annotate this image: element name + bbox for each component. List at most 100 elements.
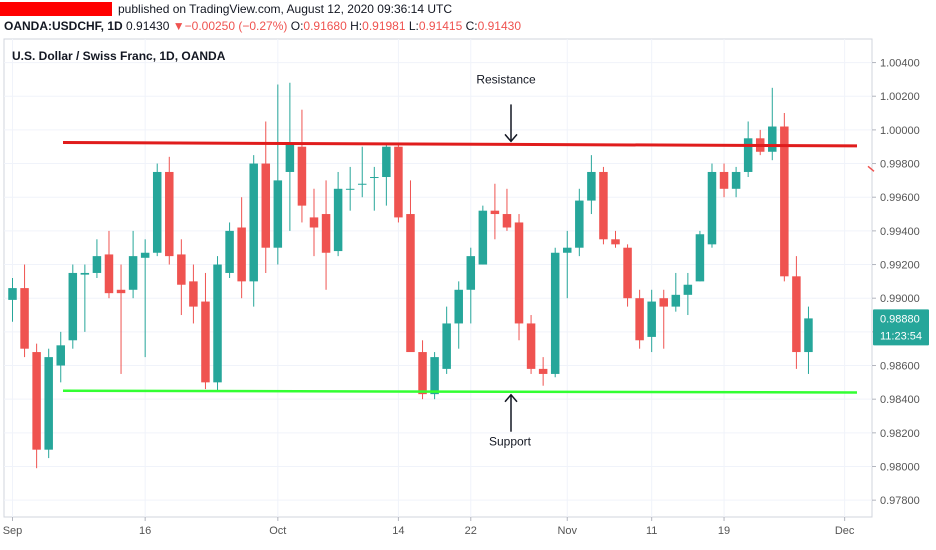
candle-body	[707, 171, 717, 245]
candle-body	[249, 163, 258, 282]
time-tick-label: Oct	[269, 525, 286, 537]
low-label: L:	[408, 19, 419, 33]
candle-body	[297, 146, 307, 206]
open-value: 0.91680	[303, 19, 347, 33]
candle-body	[345, 188, 355, 190]
candle-body	[56, 345, 65, 366]
trend-lines: Resistance Support	[62, 72, 875, 449]
candle-body	[611, 239, 620, 245]
price-tick-label: 0.99200	[880, 260, 920, 272]
candlestick-chart[interactable]: Resistance Support 1.00400 1.00200 1.00000 0…	[0, 36, 936, 550]
candle-body	[8, 288, 17, 300]
candle-body	[309, 217, 319, 228]
candle-body	[575, 200, 584, 248]
candle-body	[587, 171, 596, 201]
candle-body	[466, 256, 476, 290]
close-value: 0.91430	[477, 19, 522, 33]
candle-body	[550, 252, 560, 374]
candle-body	[152, 171, 162, 253]
candle-body	[671, 294, 681, 307]
candle-body	[659, 298, 668, 307]
resistance-label: Resistance	[476, 72, 536, 86]
candle-body	[44, 357, 53, 450]
candle-body	[695, 234, 705, 282]
last-price-text: 0.91430	[126, 19, 170, 33]
chart-header: published on TradingView.com, August 12,…	[0, 0, 936, 36]
change-text: −0.00250 (−0.27%)	[184, 19, 288, 33]
candle-body	[357, 183, 367, 185]
price-tick-label: 0.99800	[880, 159, 920, 171]
price-tick-label: 0.98000	[880, 462, 920, 474]
redacted-author-bar	[0, 2, 112, 16]
time-tick-label: 11	[646, 525, 657, 537]
candle-body	[92, 256, 102, 273]
candle-body	[68, 272, 78, 341]
candle-body	[430, 357, 439, 395]
time-tick-label: 19	[718, 525, 730, 537]
candle-body	[32, 352, 41, 450]
candle-body	[647, 301, 656, 337]
time-tick-label: Nov	[557, 525, 577, 537]
candle-body	[563, 247, 572, 253]
symbol-label[interactable]: OANDA:USDCHF, 1D	[4, 19, 123, 33]
price-tick-label: 0.98200	[880, 428, 920, 440]
price-tick-label: 0.98400	[880, 394, 920, 406]
resistance-line[interactable]	[62, 141, 858, 148]
candle-body	[490, 210, 500, 215]
candle-body	[502, 214, 512, 228]
candle-body	[731, 171, 741, 189]
candle-body	[442, 323, 451, 369]
ohlc-legend: OANDA:USDCHF, 1D 0.91430 ▼−0.00250 (−0.2…	[4, 19, 521, 33]
candle-body	[285, 143, 295, 172]
time-tick-label: Sep	[3, 525, 23, 537]
support-arrowhead	[504, 393, 518, 403]
close-label: C:	[465, 19, 478, 33]
time-axis[interactable]: Sep 16 Oct 14 22 Nov 11 19 Dec	[3, 517, 855, 537]
candle-body	[635, 298, 644, 341]
price-tick-label: 1.00000	[880, 125, 920, 137]
candle-body	[406, 214, 415, 353]
candle-body	[201, 301, 210, 383]
price-tick-label: 1.00200	[880, 91, 920, 103]
time-tick-label: 22	[465, 525, 477, 537]
price-tick-label: 0.97800	[880, 495, 920, 507]
candle-body	[454, 289, 463, 324]
high-value: 0.91981	[362, 19, 406, 33]
candle-body	[321, 214, 331, 253]
time-tick-label: 14	[392, 525, 404, 537]
open-label: O:	[290, 19, 304, 33]
price-axis[interactable]: 1.00400 1.00200 1.00000 0.99800 0.99600 0.994…	[872, 58, 929, 508]
candle-body	[768, 126, 777, 152]
price-tick-label: 1.00400	[880, 58, 920, 70]
last-price-tag-value: 0.98880	[880, 313, 920, 325]
low-value: 0.91415	[418, 19, 463, 33]
candle-body	[128, 256, 138, 290]
candle-body	[683, 284, 693, 295]
price-tick-label: 0.99000	[880, 293, 920, 305]
chart-title: U.S. Dollar / Swiss Franc, 1D, OANDA	[12, 49, 226, 63]
candle-body	[20, 288, 29, 349]
published-text: published on TradingView.com, August 12,…	[118, 2, 453, 16]
candle-body	[538, 368, 548, 374]
candle-body	[418, 352, 427, 395]
time-tick-label: 16	[139, 525, 151, 537]
scroll-chevron-icon[interactable]	[867, 165, 875, 172]
candle-body	[526, 323, 536, 369]
last-price-tag	[873, 309, 929, 346]
candle-body	[80, 272, 90, 275]
support-line[interactable]	[62, 389, 858, 394]
candle-body	[780, 126, 789, 277]
candle-body	[165, 171, 174, 257]
candle-body	[140, 252, 150, 258]
candle-body	[743, 138, 753, 172]
candle-body	[514, 222, 524, 324]
time-tick-label: Dec	[835, 525, 855, 537]
candle-body	[804, 318, 813, 353]
high-label: H:	[350, 19, 363, 33]
candle-body	[189, 281, 198, 307]
candle-body	[116, 289, 126, 294]
candle-body	[104, 254, 114, 294]
price-tick-label: 0.99600	[880, 192, 920, 204]
down-arrow-icon: ▼	[172, 19, 185, 33]
plot-area[interactable]	[3, 38, 873, 518]
